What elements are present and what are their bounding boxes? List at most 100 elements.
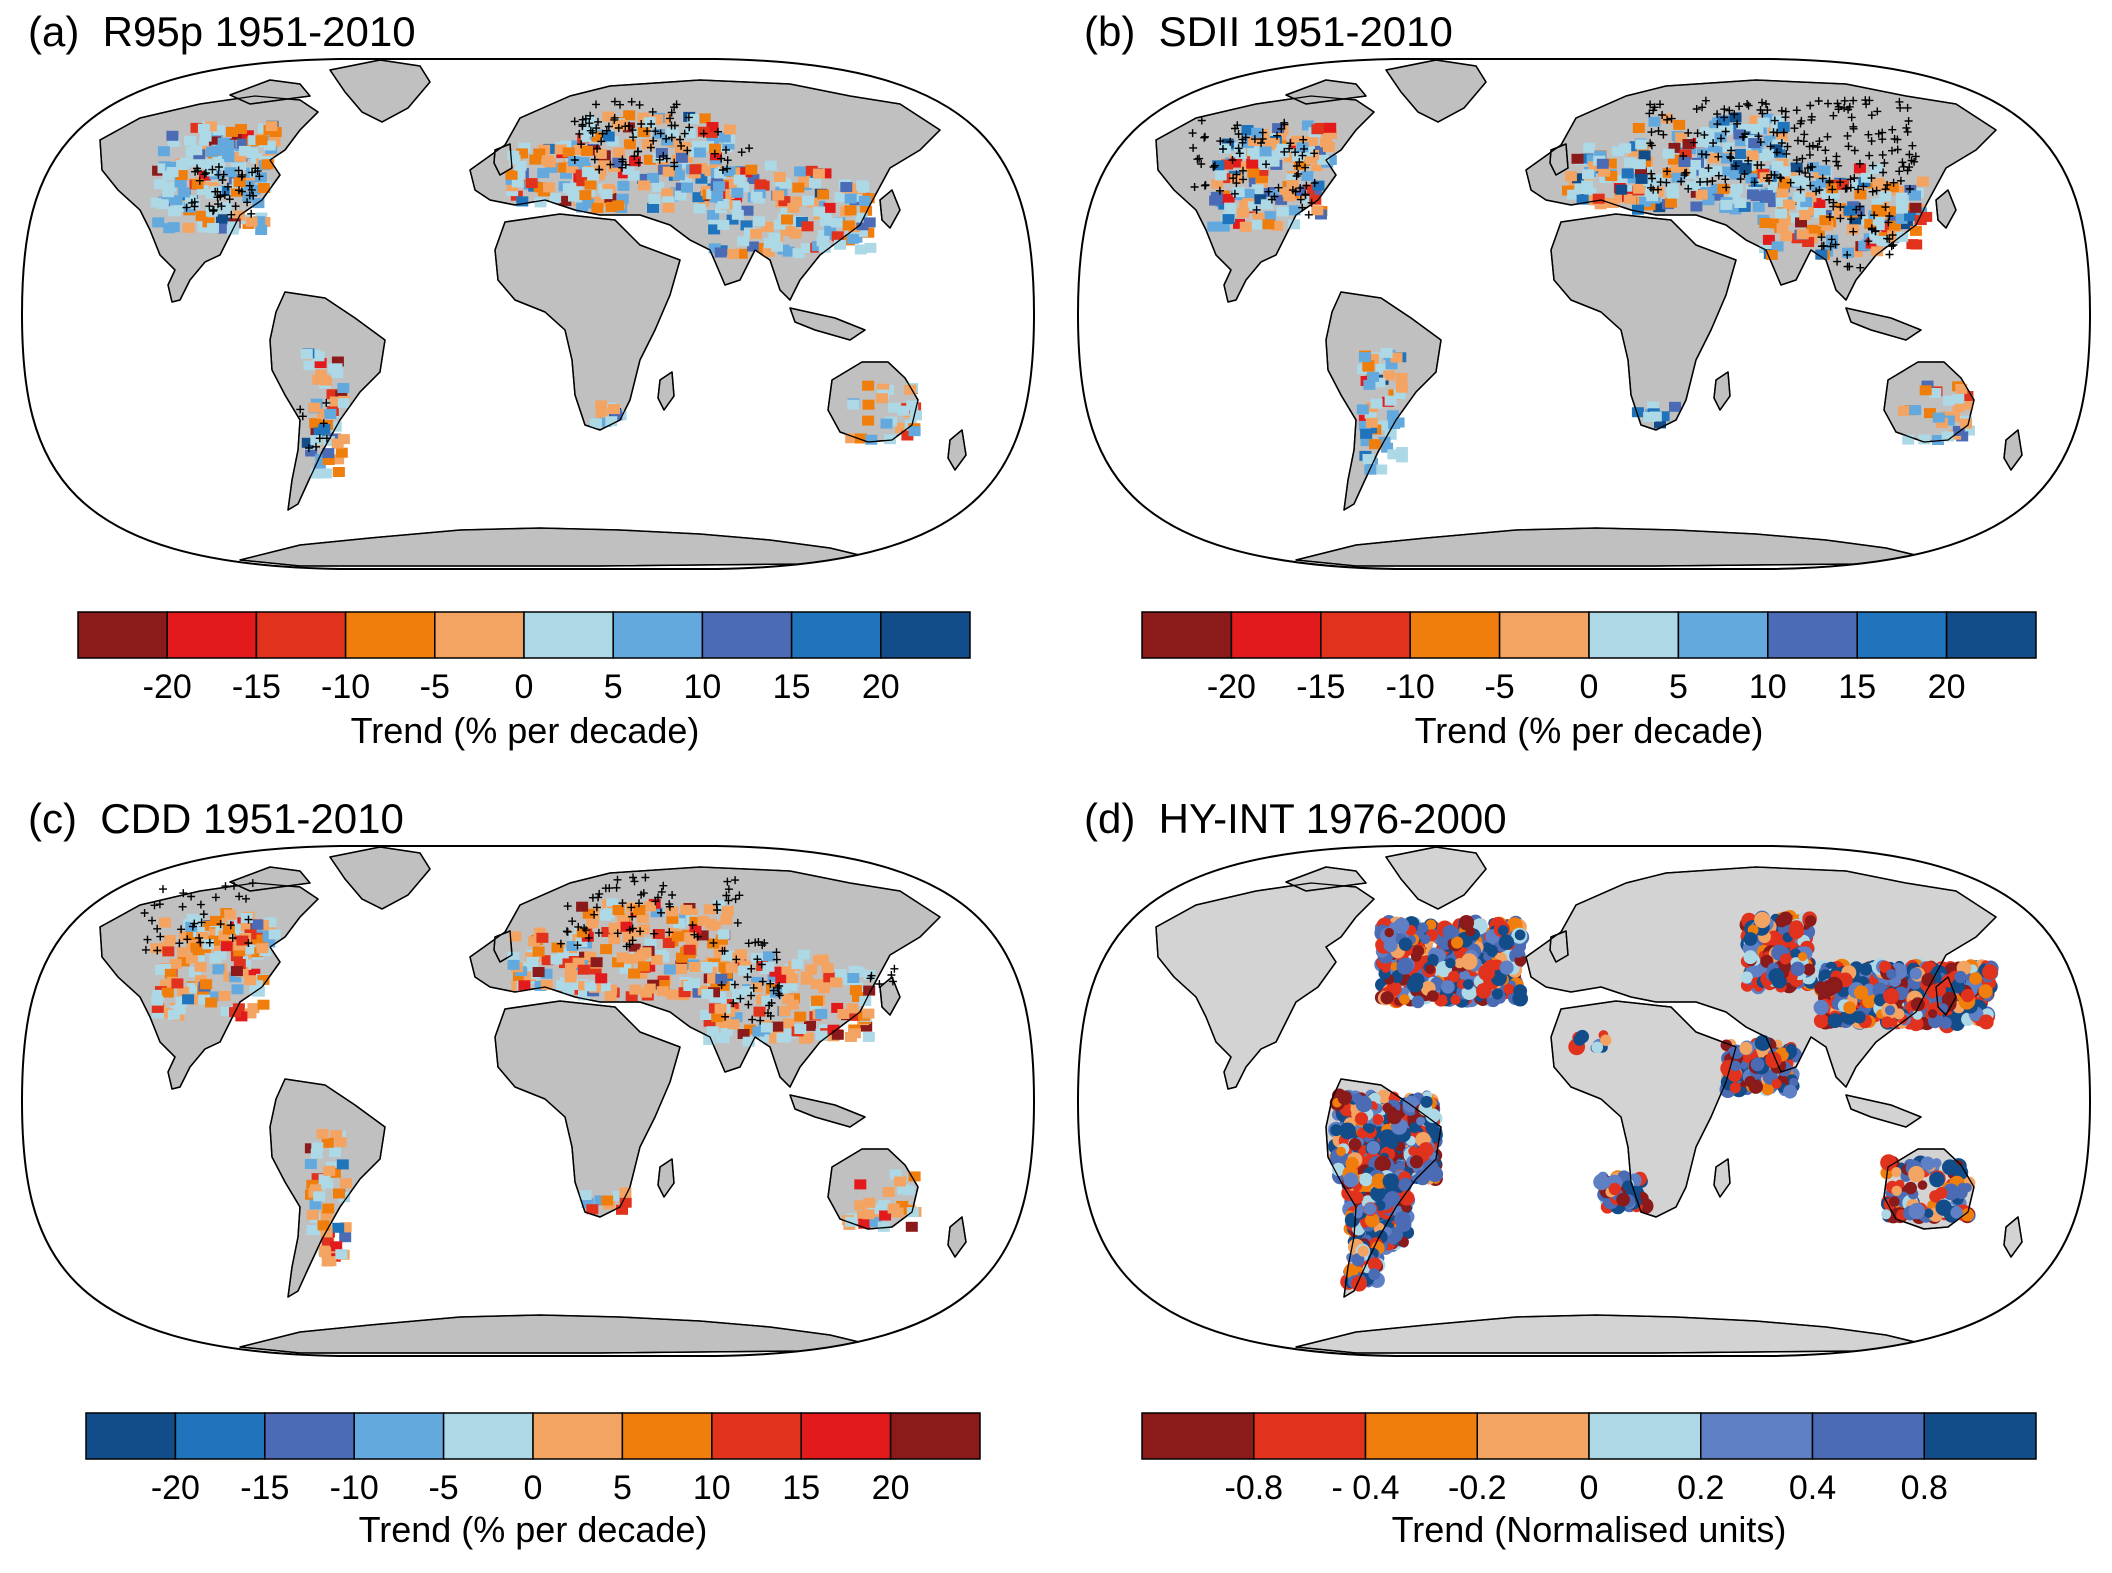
significance-cross (245, 181, 254, 190)
trend-cell (1735, 136, 1748, 147)
trend-cell (794, 1024, 807, 1034)
trend-cell (320, 1227, 333, 1238)
significance-cross (1730, 110, 1739, 119)
trend-cell (858, 195, 871, 206)
trend-cell (218, 930, 231, 941)
trend-cell (672, 170, 685, 181)
colorbar-tick-label: 0 (515, 668, 534, 706)
significance-cross (753, 955, 762, 964)
colorbar-tick-label: 5 (613, 1469, 632, 1507)
trend-cell (1363, 379, 1376, 390)
trend-cell (227, 221, 240, 232)
trend-cell (661, 135, 674, 146)
trend-cell (566, 941, 579, 951)
significance-cross (1769, 128, 1778, 137)
significance-cross (218, 176, 227, 184)
trend-cell (311, 1142, 324, 1153)
significance-cross (1803, 164, 1812, 173)
trend-cell (1343, 1172, 1359, 1188)
trend-cell (722, 189, 735, 199)
trend-cell (1879, 191, 1891, 202)
trend-cell (252, 934, 264, 945)
trend-cell (887, 1203, 900, 1214)
significance-cross (1850, 174, 1859, 182)
trend-cell (1776, 187, 1789, 198)
trend-cell (164, 968, 177, 979)
trend-cell (884, 434, 896, 445)
significance-cross (1843, 131, 1852, 140)
trend-cell (629, 156, 641, 167)
trend-cell (1749, 115, 1762, 126)
trend-cell (594, 148, 607, 159)
significance-cross (1796, 185, 1805, 194)
significance-cross (141, 945, 150, 954)
significance-cross (625, 925, 634, 934)
trend-cell (854, 1200, 867, 1211)
trend-cell (619, 963, 632, 974)
trend-cell (560, 168, 572, 179)
trend-cell (564, 972, 577, 983)
significance-cross (1868, 225, 1876, 234)
trend-cell (1956, 431, 1969, 442)
significance-cross (639, 889, 648, 898)
trend-cell (1961, 391, 1974, 401)
significance-cross (1264, 187, 1273, 196)
significance-cross (243, 198, 252, 207)
significance-cross (1301, 190, 1310, 199)
trend-cell (1793, 191, 1806, 202)
trend-cell (1750, 191, 1763, 202)
trend-cell (233, 946, 246, 957)
significance-cross (1230, 189, 1239, 198)
colorbar-tick-label: -5 (428, 1469, 458, 1507)
significance-cross (1829, 202, 1838, 211)
trend-cell (1363, 1202, 1377, 1216)
significance-cross (1656, 100, 1664, 109)
trend-cell (556, 980, 568, 990)
significance-cross (228, 934, 237, 942)
trend-cell (250, 153, 263, 164)
trend-cell (222, 139, 235, 150)
trend-cell (1573, 1033, 1586, 1046)
trend-cell (784, 1028, 797, 1039)
trend-cell (1390, 352, 1403, 363)
trend-cell (1760, 190, 1773, 201)
trend-cell (1398, 937, 1413, 951)
trend-cell (819, 209, 832, 220)
trend-cell (209, 926, 222, 937)
trend-cell (605, 984, 618, 995)
trend-cell (1395, 372, 1408, 383)
world-map-hy-int (1076, 845, 2092, 1357)
significance-cross (866, 974, 875, 983)
colorbar-swatch (701, 611, 793, 659)
significance-cross (237, 187, 246, 196)
trend-cell (1367, 371, 1379, 382)
trend-cell (1796, 229, 1809, 240)
trend-cell (1810, 181, 1823, 191)
significance-cross (1744, 156, 1753, 165)
significance-cross (736, 994, 745, 1003)
significance-cross (1647, 169, 1656, 178)
trend-cell (1677, 165, 1690, 176)
significance-cross (1807, 115, 1816, 124)
colorbar-swatches (1141, 611, 2037, 659)
trend-cell (787, 203, 800, 213)
trend-cell (1806, 224, 1819, 235)
significance-cross (1854, 185, 1863, 194)
trend-cell (540, 979, 553, 990)
trend-cell (830, 977, 843, 988)
significance-cross (630, 877, 639, 886)
trend-cell (1604, 158, 1617, 169)
trend-cell (191, 916, 204, 927)
trend-cell (507, 959, 520, 970)
trend-cell (231, 984, 244, 995)
trend-cell (255, 135, 268, 146)
trend-cell (770, 987, 782, 998)
trend-cell (177, 986, 190, 997)
colorbar-tick-label: 10 (1749, 668, 1787, 706)
significance-cross (612, 883, 621, 892)
trend-cell (1935, 1199, 1952, 1216)
trend-cell (163, 935, 176, 946)
trend-cell (1931, 1158, 1942, 1168)
significance-cross (298, 412, 307, 421)
significance-cross (667, 133, 676, 142)
